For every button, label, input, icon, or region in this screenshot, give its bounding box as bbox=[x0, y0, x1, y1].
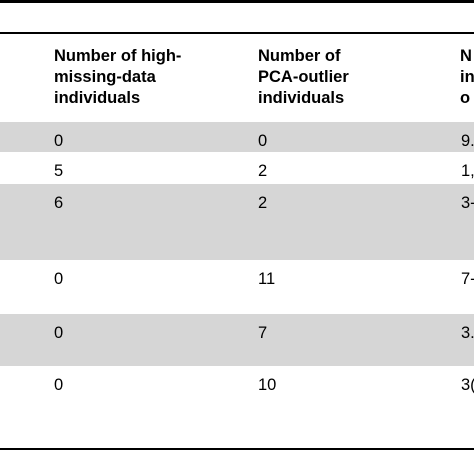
header-pca-outlier-individuals: Number of PCA-outlier individuals bbox=[258, 47, 349, 107]
table-row: 0 11 7- bbox=[0, 260, 474, 314]
header-high-missing-data-individuals: Number of high- missing-data individuals bbox=[54, 47, 182, 107]
bottom-rule bbox=[0, 448, 474, 450]
cell-truncated: 3( bbox=[461, 376, 474, 394]
cell-high-missing: 0 bbox=[54, 132, 64, 150]
top-rule bbox=[0, 0, 474, 3]
header-rule bbox=[0, 32, 474, 34]
cell-truncated: 1, bbox=[461, 162, 474, 180]
cell-pca-outlier: 11 bbox=[258, 270, 276, 288]
table-row: 0 0 9. bbox=[0, 122, 474, 152]
cell-pca-outlier: 10 bbox=[258, 376, 277, 394]
cell-truncated: 7- bbox=[461, 270, 474, 288]
cell-high-missing: 0 bbox=[54, 324, 64, 342]
cell-pca-outlier: 0 bbox=[258, 132, 268, 150]
cell-truncated: 3. bbox=[461, 324, 474, 342]
cell-high-missing: 5 bbox=[54, 162, 64, 180]
cell-high-missing: 0 bbox=[54, 270, 64, 288]
cell-pca-outlier: 7 bbox=[258, 324, 268, 342]
cell-high-missing: 0 bbox=[54, 376, 64, 394]
header-truncated-column: N in o bbox=[460, 47, 474, 107]
cell-truncated: 9. bbox=[461, 132, 474, 150]
cell-truncated: 3- bbox=[461, 194, 474, 212]
table-row: 0 7 3. bbox=[0, 314, 474, 366]
table-row: 0 10 3( bbox=[0, 366, 474, 448]
cell-pca-outlier: 2 bbox=[258, 162, 268, 180]
table-header: Number of high- missing-data individuals… bbox=[0, 34, 474, 122]
cell-high-missing: 6 bbox=[54, 194, 64, 212]
cell-pca-outlier: 2 bbox=[258, 194, 268, 212]
table-row: 6 2 3- bbox=[0, 184, 474, 260]
table-row: 5 2 1, bbox=[0, 152, 474, 184]
